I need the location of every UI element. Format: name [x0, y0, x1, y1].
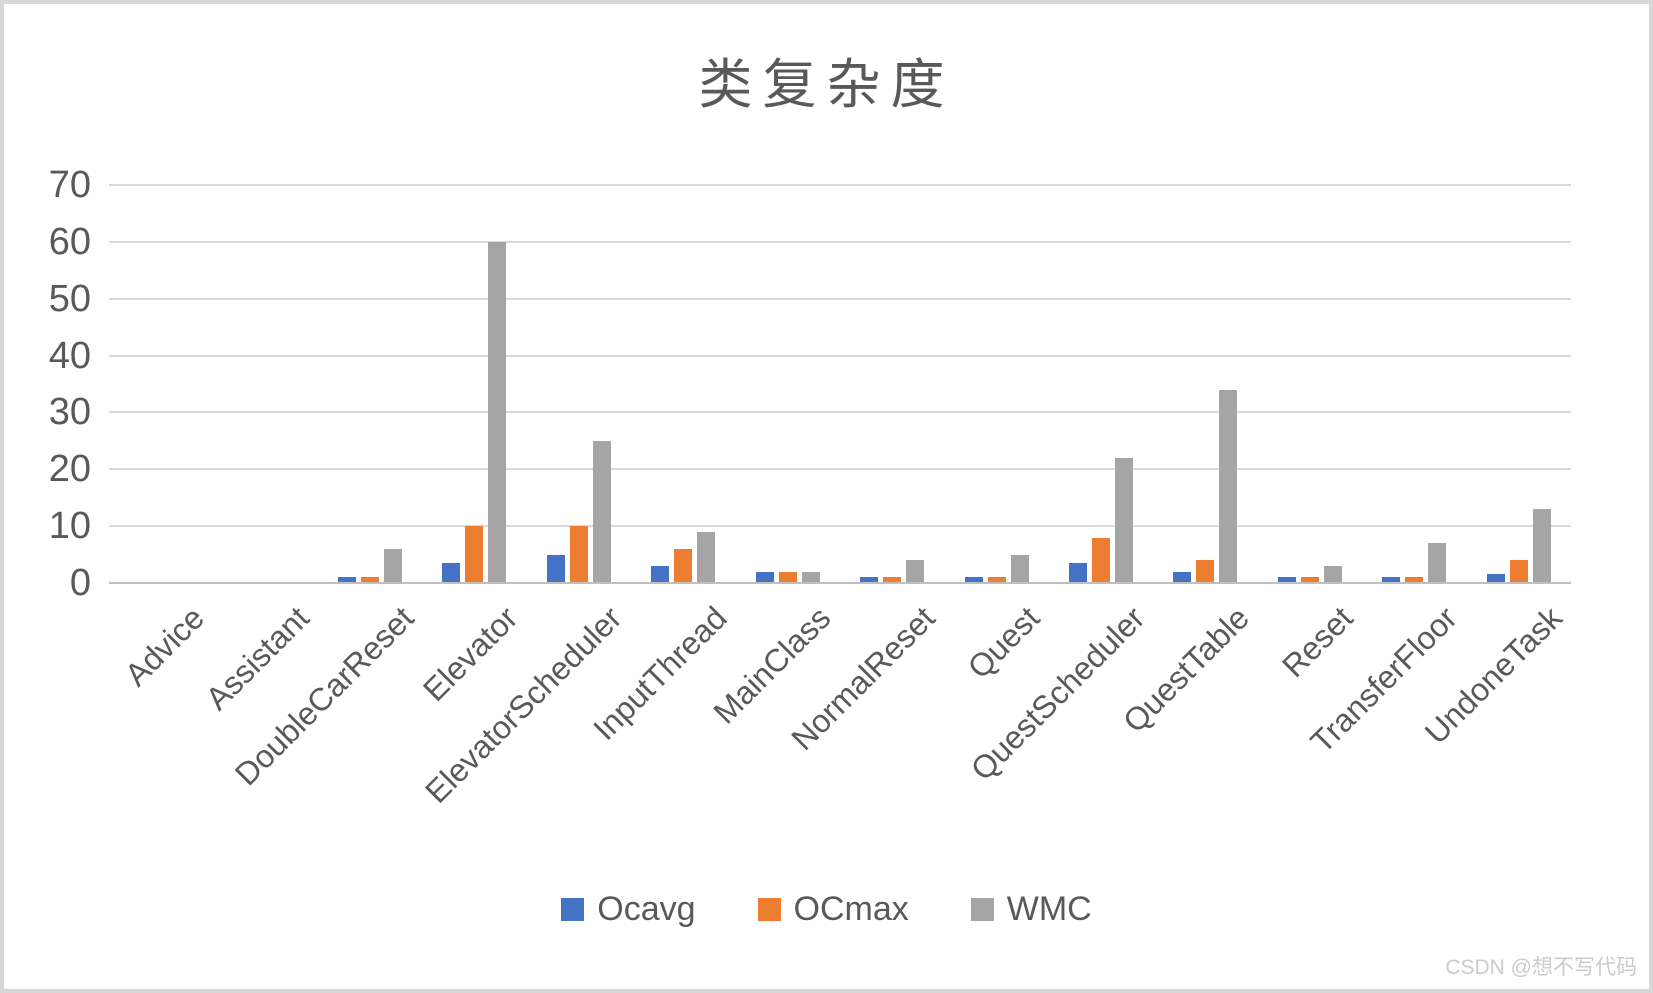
bar-wmc-ElevatorScheduler: [592, 440, 611, 583]
bar-group-Assistant: Assistant: [198, 185, 317, 717]
bar-group-Elevator: Elevator: [416, 185, 526, 708]
bar-ocavg-TransferFloor: [1382, 577, 1401, 583]
bar-wmc-MainClass: [801, 571, 820, 583]
x-tick-label-ElevatorScheduler: ElevatorScheduler: [418, 599, 629, 810]
bar-wmc-NormalReset: [906, 560, 925, 583]
legend-item-ocmax: OCmax: [757, 890, 909, 928]
bar-wmc-QuestTable: [1219, 389, 1238, 583]
x-tick-label-Reset: Reset: [1275, 599, 1360, 685]
bar-ocmax-TransferFloor: [1405, 577, 1424, 583]
bar-ocavg-QuestTable: [1173, 571, 1192, 583]
bar-ocmax-ElevatorScheduler: [569, 526, 588, 583]
x-axis-line: [109, 582, 1571, 584]
legend-label-wmc: WMC: [1006, 890, 1092, 928]
bar-ocmax-UndoneTask: [1509, 560, 1528, 583]
bar-ocavg-QuestScheduler: [1069, 563, 1087, 583]
gridline-40: [109, 354, 1571, 357]
bar-ocmax-MainClass: [778, 571, 797, 583]
y-tick-label-60: 60: [48, 220, 91, 263]
y-tick-label-20: 20: [48, 448, 91, 491]
bar-wmc-Quest: [1010, 554, 1029, 583]
bar-group-Reset: Reset: [1258, 185, 1362, 684]
bar-ocavg-Reset: [1277, 577, 1296, 583]
bar-group-Advice: Advice: [109, 185, 213, 693]
bar-ocmax-InputThread: [674, 548, 693, 583]
bar-ocavg-DoubleCarReset: [338, 577, 357, 583]
bar-wmc-UndoneTask: [1532, 509, 1551, 583]
x-tick-label-Quest: Quest: [960, 599, 1047, 686]
bar-group-QuestTable: QuestTable: [1116, 185, 1257, 740]
bar-ocmax-Elevator: [465, 526, 484, 583]
bar-group-TransferFloor: TransferFloor: [1304, 185, 1466, 760]
legend: Ocavg OCmax WMC: [4, 892, 1649, 926]
bar-wmc-InputThread: [697, 531, 716, 583]
x-tick-label-DoubleCarReset: DoubleCarReset: [227, 599, 421, 793]
bar-group-QuestScheduler: QuestScheduler: [963, 185, 1153, 787]
bar-ocmax-NormalReset: [883, 577, 902, 583]
legend-label-ocmax: OCmax: [793, 890, 909, 928]
bar-ocavg-Quest: [964, 577, 983, 583]
legend-item-wmc: WMC: [970, 890, 1092, 928]
y-tick-label-50: 50: [48, 277, 91, 320]
bar-wmc-QuestScheduler: [1115, 457, 1133, 583]
gridline-30: [109, 411, 1571, 414]
gridline-70: [109, 184, 1571, 186]
bar-ocmax-DoubleCarReset: [361, 577, 380, 583]
bar-wmc-Reset: [1323, 565, 1342, 583]
legend-swatch-ocavg: [561, 897, 585, 921]
bar-group-MainClass: MainClass: [707, 185, 840, 731]
bar-ocmax-Reset: [1300, 577, 1319, 583]
gridline-10: [109, 525, 1571, 528]
bar-ocavg-InputThread: [651, 565, 670, 583]
bar-ocmax-QuestScheduler: [1092, 537, 1110, 583]
bar-ocmax-Quest: [987, 577, 1006, 583]
bar-group-DoubleCarReset: DoubleCarReset: [227, 185, 422, 792]
bar-ocavg-ElevatorScheduler: [546, 554, 565, 583]
chart-title: 类复杂度: [698, 55, 955, 115]
bar-group-NormalReset: NormalReset: [785, 185, 944, 757]
bar-ocmax-QuestTable: [1196, 560, 1215, 583]
bar-groups-layer: Advice Assistant DoubleCarReset Elevator Ele…: [109, 185, 1571, 810]
watermark: CSDN @想不写代码: [1445, 956, 1637, 979]
y-tick-label-30: 30: [48, 391, 91, 434]
bar-wmc-DoubleCarReset: [384, 548, 403, 583]
y-tick-label-0: 0: [69, 562, 91, 604]
bar-ocavg-Elevator: [442, 563, 461, 583]
gridline-50: [109, 297, 1571, 300]
y-tick-label-10: 10: [48, 505, 91, 548]
bar-ocavg-UndoneTask: [1486, 574, 1505, 583]
bar-ocavg-NormalReset: [860, 577, 879, 583]
legend-swatch-ocmax: [757, 897, 781, 921]
bar-group-UndoneTask: UndoneTask: [1418, 185, 1570, 751]
bar-group-ElevatorScheduler: ElevatorScheduler: [419, 185, 631, 810]
y-tick-label-40: 40: [48, 334, 91, 377]
legend-item-ocavg: Ocavg: [561, 890, 696, 928]
x-tick-label-Advice: Advice: [117, 599, 212, 693]
x-tick-label-Elevator: Elevator: [416, 599, 525, 709]
bar-wmc-TransferFloor: [1428, 543, 1447, 583]
plot-area: 0 10 20 30 40 50 60 70 Advice Assistant DoubleCar…: [49, 166, 1571, 810]
legend-label-ocavg: Ocavg: [597, 890, 696, 928]
gridline-60: [109, 240, 1571, 243]
bar-ocavg-MainClass: [755, 571, 774, 583]
legend-swatch-wmc: [970, 897, 994, 921]
bar-group-InputThread: InputThread: [586, 185, 735, 747]
bar-wmc-Elevator: [488, 241, 507, 583]
y-tick-label-70: 70: [48, 164, 91, 206]
bar-group-Quest: Quest: [944, 185, 1048, 685]
gridline-20: [109, 468, 1571, 471]
